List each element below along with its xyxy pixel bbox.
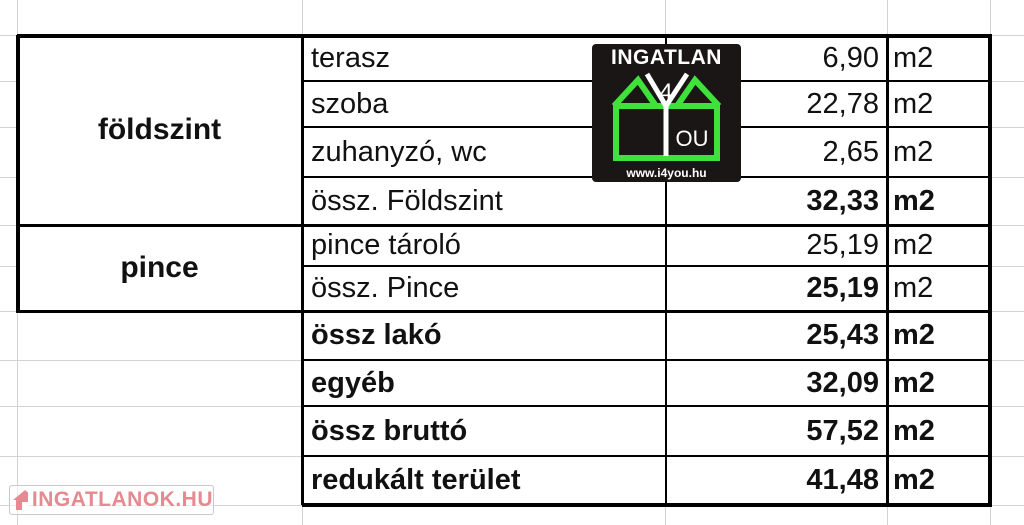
cell-border — [17, 34, 992, 38]
cell-border — [16, 35, 20, 313]
row-label: össz lakó — [302, 311, 665, 360]
row-label: redukált terület — [302, 456, 665, 505]
cell-border — [886, 35, 889, 505]
row-label: egyéb — [302, 360, 665, 406]
row-label: össz bruttó — [302, 406, 665, 456]
logo-digit: 4 — [659, 79, 672, 106]
row-unit: m2 — [887, 35, 990, 81]
group-label-pince: pince — [17, 225, 302, 311]
ingatlanok-watermark: INGATLANOK.HU — [9, 485, 214, 515]
logo-title: INGATLAN — [611, 46, 722, 69]
cell-border — [302, 455, 990, 457]
row-unit: m2 — [887, 311, 990, 360]
row-unit: m2 — [887, 127, 990, 177]
logo-you: OU — [676, 126, 709, 151]
row-unit: m2 — [887, 360, 990, 406]
cell-border — [665, 35, 667, 505]
cell-border — [302, 265, 990, 267]
row-unit: m2 — [887, 81, 990, 127]
house-icon — [13, 490, 28, 510]
row-label: össz. Földszint — [302, 177, 665, 225]
row-value: 25,19 — [665, 266, 887, 311]
watermark-text: INGATLANOK.HU — [31, 488, 213, 511]
group-label-foldszint: földszint — [17, 35, 302, 225]
row-value: 57,52 — [665, 406, 887, 456]
ingatlan4you-logo: INGATLAN 4 OU www.i4you.hu — [592, 44, 741, 182]
row-unit: m2 — [887, 177, 990, 225]
row-label: pince tároló — [302, 225, 665, 266]
row-value: 32,09 — [665, 360, 887, 406]
logo-url: www.i4you.hu — [626, 166, 707, 180]
row-label: össz. Pince — [302, 266, 665, 311]
cell-border — [17, 310, 990, 313]
house-icon: 4 OU — [611, 72, 722, 161]
row-value: 25,19 — [665, 225, 887, 266]
row-value: 32,33 — [665, 177, 887, 225]
row-value: 41,48 — [665, 456, 887, 505]
cell-border — [17, 224, 990, 227]
row-unit: m2 — [887, 456, 990, 505]
cell-border — [302, 359, 990, 361]
cell-border — [988, 35, 992, 507]
row-unit: m2 — [887, 266, 990, 311]
row-unit: m2 — [887, 406, 990, 456]
cell-border — [302, 405, 990, 407]
row-unit: m2 — [887, 225, 990, 266]
cell-border — [301, 35, 304, 505]
cell-border — [302, 503, 992, 507]
row-value: 25,43 — [665, 311, 887, 360]
